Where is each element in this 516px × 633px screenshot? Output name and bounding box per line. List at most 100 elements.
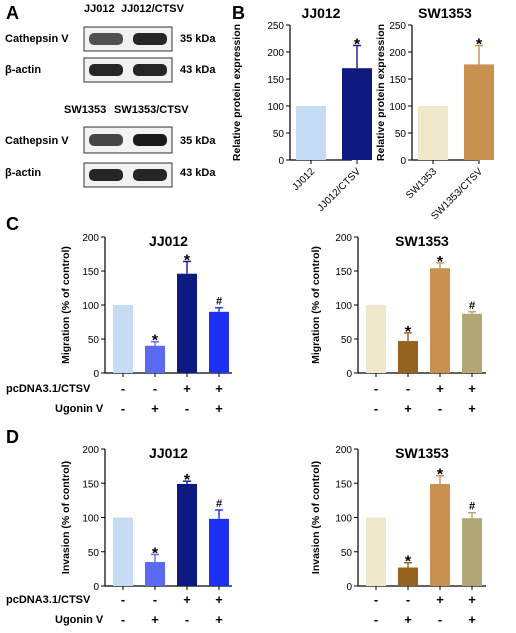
blot-row-label: β-actin bbox=[5, 167, 41, 179]
significance-star: * bbox=[437, 254, 444, 271]
y-axis-label: Invasion (% of control) bbox=[310, 461, 322, 574]
blot-band bbox=[89, 33, 123, 45]
pcdna-sign: - bbox=[153, 381, 157, 396]
chart-c-jj012: JJ012 0 50 100 150 200 Migration (% of control… bbox=[60, 233, 232, 380]
blot-lane-label: SW1353 bbox=[64, 104, 106, 116]
y-tick-label: 100 bbox=[335, 514, 352, 525]
y-tick-label: 50 bbox=[395, 129, 407, 140]
pcdna-sign: + bbox=[183, 592, 191, 607]
bar bbox=[113, 517, 133, 586]
y-tick-label: 50 bbox=[341, 548, 353, 559]
ugonin-sign: - bbox=[374, 612, 378, 627]
ugonin-sign: - bbox=[185, 401, 189, 416]
blot-band bbox=[89, 169, 123, 181]
bar bbox=[366, 517, 386, 586]
bar bbox=[177, 483, 197, 586]
blot-row-label: Cathepsin V bbox=[5, 33, 69, 45]
significance-star: * bbox=[184, 252, 191, 269]
pcdna-sign: - bbox=[121, 381, 125, 396]
ugonin-sign: + bbox=[151, 401, 159, 416]
y-tick-label: 50 bbox=[341, 335, 353, 346]
blot-lane-label: JJ012 bbox=[84, 3, 115, 15]
chart-d-jj012: JJ012 0 50 100 150 200 Invasion (% of control)… bbox=[60, 445, 232, 593]
chart-title: SW1353 bbox=[395, 233, 449, 249]
significance-star: * bbox=[184, 472, 191, 489]
significance-star: * bbox=[152, 545, 159, 562]
bar bbox=[145, 562, 165, 586]
significance-hash: # bbox=[469, 300, 475, 312]
y-axis-label: Migration (% of control) bbox=[310, 246, 322, 364]
bar bbox=[430, 483, 450, 586]
blot-band bbox=[133, 134, 167, 146]
chart-title: SW1353 bbox=[418, 5, 472, 21]
ugonin-row-label: Ugonin V bbox=[55, 403, 104, 415]
y-tick-label: 100 bbox=[82, 301, 99, 312]
y-tick-label: 150 bbox=[335, 479, 352, 490]
significance-hash: # bbox=[469, 501, 475, 513]
y-tick-label: 0 bbox=[278, 156, 284, 167]
y-tick-label: 250 bbox=[267, 21, 284, 32]
bar bbox=[462, 518, 482, 586]
ugonin-sign: + bbox=[404, 401, 412, 416]
y-tick-label: 150 bbox=[389, 75, 406, 86]
bar bbox=[398, 567, 418, 586]
pcdna-sign: + bbox=[468, 592, 476, 607]
pcdna-sign: - bbox=[374, 592, 378, 607]
bar bbox=[418, 106, 448, 160]
blot-kda-label: 35 kDa bbox=[180, 135, 216, 147]
treatment-rows-c: pcDNA3.1/CTSV Ugonin V - - - + + - + + - - - + + - + + bbox=[6, 381, 476, 416]
y-tick-label: 200 bbox=[82, 445, 99, 456]
bar bbox=[430, 268, 450, 373]
y-tick-label: 150 bbox=[82, 479, 99, 490]
pcdna-sign: + bbox=[436, 592, 444, 607]
bar bbox=[113, 305, 133, 373]
blot-kda-label: 35 kDa bbox=[180, 33, 216, 45]
panel-letter-d: D bbox=[6, 427, 19, 447]
significance-hash: # bbox=[216, 498, 222, 510]
y-axis-label: Migration (% of control) bbox=[60, 246, 72, 364]
y-axis-label: Relative protein expression bbox=[231, 24, 243, 161]
bar bbox=[145, 345, 165, 373]
y-tick-label: 150 bbox=[335, 267, 352, 278]
significance-star: * bbox=[152, 333, 159, 350]
chart-title: SW1353 bbox=[395, 445, 449, 461]
y-axis-label: Relative protein expression bbox=[375, 24, 387, 161]
y-axis-label: Invasion (% of control) bbox=[60, 461, 72, 574]
blot-lane-label: SW1353/CTSV bbox=[114, 104, 189, 116]
ugonin-sign: - bbox=[438, 401, 442, 416]
blot-band bbox=[133, 169, 167, 181]
blot-kda-label: 43 kDa bbox=[180, 64, 216, 76]
pcdna-sign: + bbox=[215, 592, 223, 607]
y-tick-label: 0 bbox=[346, 369, 352, 380]
y-tick-label: 100 bbox=[82, 514, 99, 525]
panel-letter-c: C bbox=[6, 214, 19, 234]
blot-kda-label: 43 kDa bbox=[180, 167, 216, 179]
significance-star: * bbox=[476, 37, 483, 54]
bar bbox=[209, 311, 229, 373]
y-tick-label: 200 bbox=[335, 233, 352, 244]
bar bbox=[342, 68, 372, 160]
bar bbox=[296, 106, 326, 160]
chart-title: JJ012 bbox=[302, 5, 341, 21]
blot-row-label: Cathepsin V bbox=[5, 135, 69, 147]
pcdna-sign: - bbox=[406, 592, 410, 607]
y-tick-label: 150 bbox=[267, 75, 284, 86]
y-tick-label: 50 bbox=[88, 335, 100, 346]
panel-letter-a: A bbox=[6, 3, 19, 23]
chart-title: JJ012 bbox=[149, 445, 188, 461]
ugonin-row-label: Ugonin V bbox=[55, 614, 104, 626]
y-tick-label: 200 bbox=[389, 48, 406, 59]
pcdna-sign: - bbox=[406, 381, 410, 396]
significance-star: * bbox=[437, 467, 444, 484]
pcdna-sign: - bbox=[374, 381, 378, 396]
significance-star: * bbox=[405, 324, 412, 341]
blot-band bbox=[89, 64, 123, 76]
chart-c-sw1353: SW1353 0 50 100 150 200 Migration (% of contro… bbox=[310, 233, 486, 380]
pcdna-sign: + bbox=[183, 381, 191, 396]
ugonin-sign: - bbox=[185, 612, 189, 627]
y-tick-label: 100 bbox=[335, 301, 352, 312]
x-category-label: JJ012/CTSV bbox=[316, 166, 364, 214]
pcdna-sign: - bbox=[121, 592, 125, 607]
blot-band bbox=[133, 64, 167, 76]
